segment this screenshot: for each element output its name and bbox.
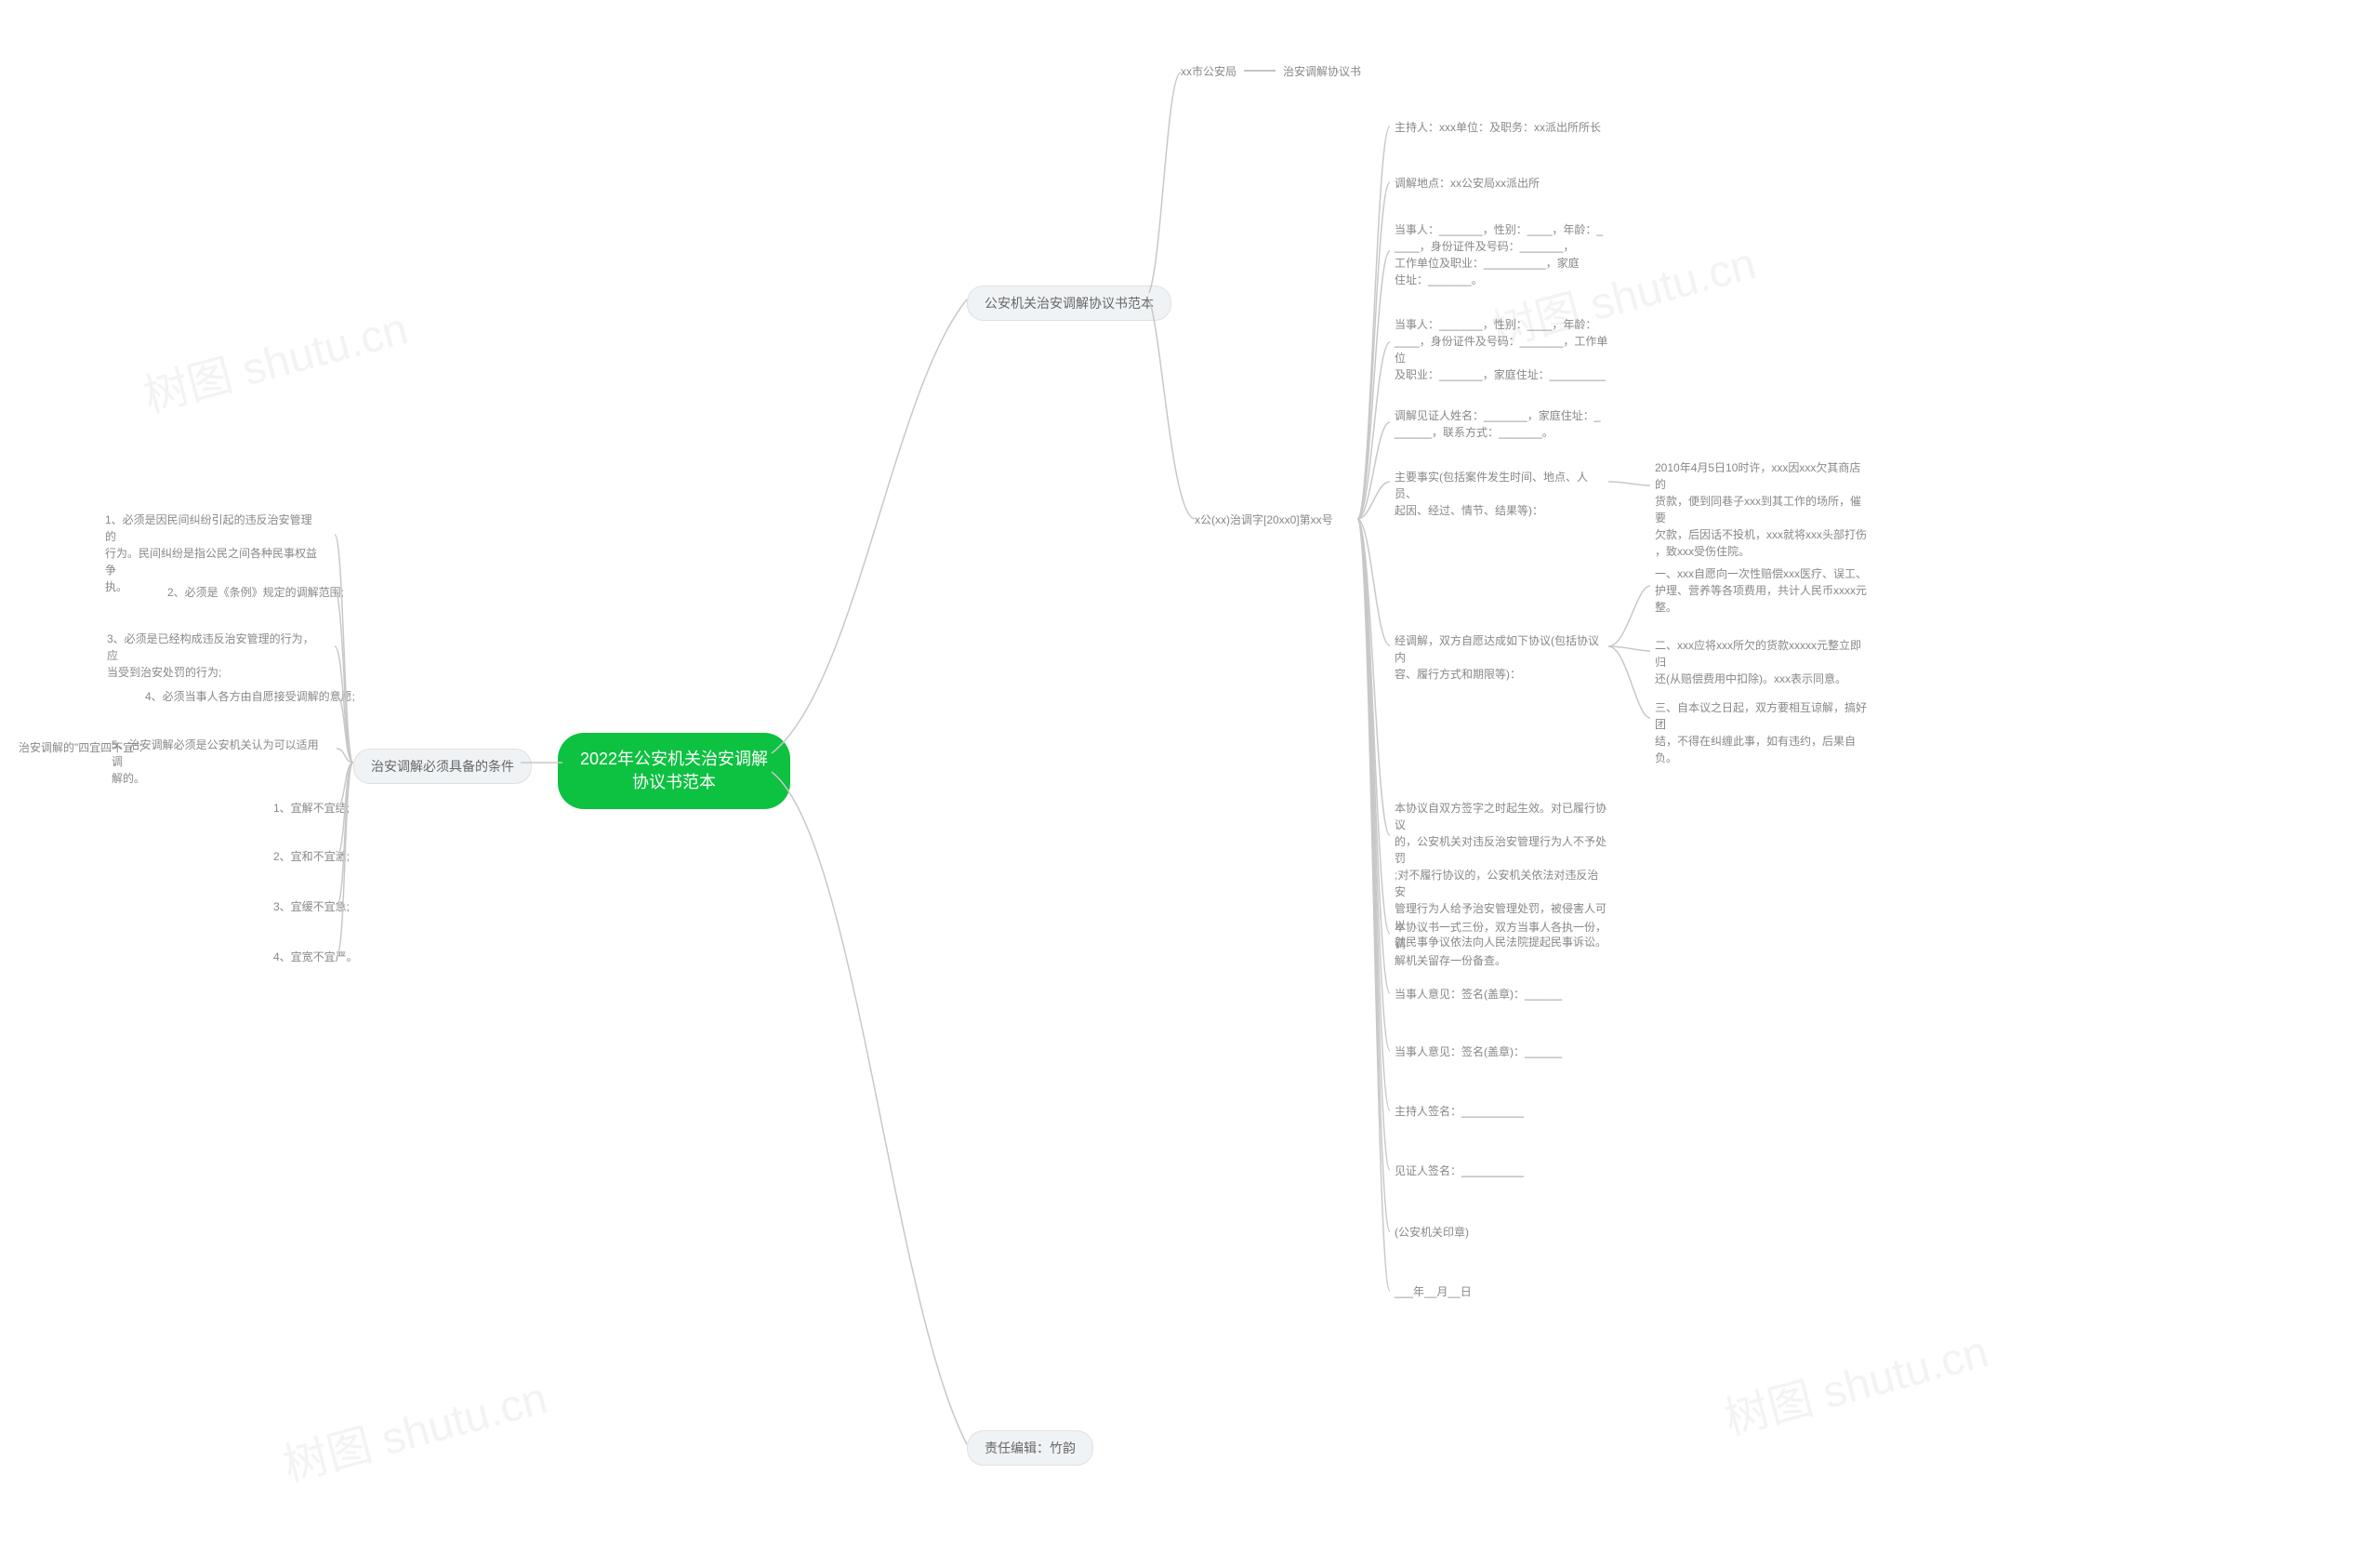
left-leaf: 2、必须是《条例》规定的调解范围; (167, 584, 344, 601)
left-sublabel: 治安调解的"四宜四不宜"： (19, 739, 150, 756)
left-leaf: 1、必须是因民间纠纷引起的违反治安管理的行为。民间纠纷是指公民之间各种民事权益争… (105, 511, 319, 595)
right-item: 主持人签名：__________ (1395, 1103, 1524, 1120)
right-item: 本协议书一式三份，双方当事人各执一份，调解机关留存一份备查。 (1395, 919, 1608, 969)
right-item: 当事人：_______，性别：____，年龄：_____，身份证件及号码：___… (1395, 221, 1603, 288)
right-top-b: 治安调解协议书 (1283, 63, 1361, 80)
watermark: 树图 shutu.cn (275, 1361, 553, 1494)
right-item: 调解见证人姓名：_______，家庭住址：_______，联系方式：______… (1395, 407, 1600, 441)
right-item: 调解地点：xx公安局xx派出所 (1395, 175, 1540, 192)
left-leaf: 1、宜解不宜结; (273, 800, 350, 817)
right-item: 主要事实(包括案件发生时间、地点、人员、起因、经过、情节、结果等)： (1395, 469, 1608, 519)
bottom-branch-label[interactable]: 责任编辑：竹韵 (967, 1430, 1093, 1466)
right-detail-a: 2010年4月5日10时许，xxx因xxx欠其商店的货款，便到同巷子xxx到其工… (1655, 459, 1869, 560)
right-item: 当事人意见：签名(盖章)：______ (1395, 986, 1562, 1003)
left-leaf: 4、宜宽不宜严。 (273, 949, 358, 965)
right-top-a: xx市公安局 (1181, 63, 1236, 80)
right-item: 主持人：xxx单位：及职务：xx派出所所长 (1395, 119, 1601, 136)
left-leaf: 4、必须当事人各方由自愿接受调解的意愿; (145, 688, 355, 705)
right-sub-label: x公(xx)治调字[20xx0]第xx号 (1195, 511, 1333, 528)
right-item: 经调解，双方自愿达成如下协议(包括协议内容、履行方式和期限等)： (1395, 632, 1608, 683)
watermark: 树图 shutu.cn (136, 292, 414, 425)
right-branch-label[interactable]: 公安机关治安调解协议书范本 (967, 286, 1171, 321)
watermark: 树图 shutu.cn (1716, 1315, 1994, 1448)
central-node[interactable]: 2022年公安机关治安调解协议书范本 (558, 733, 790, 809)
right-item: 当事人意见：签名(盖章)：______ (1395, 1043, 1562, 1060)
right-item: 见证人签名：__________ (1395, 1162, 1524, 1179)
left-leaf: 3、必须是已经构成违反治安管理的行为，应当受到治安处罚的行为; (107, 631, 321, 681)
right-detail-b: 三、自本议之日起，双方要相互谅解，搞好团结，不得在纠缠此事，如有违约，后果自负。 (1655, 699, 1869, 766)
right-detail-b: 二、xxx应将xxx所欠的货款xxxxx元整立即归还(从赔偿费用中扣除)。xxx… (1655, 637, 1869, 687)
right-item: (公安机关印章) (1395, 1224, 1469, 1241)
left-branch-label[interactable]: 治安调解必须具备的条件 (353, 749, 532, 784)
left-leaf: 3、宜缓不宜急; (273, 898, 350, 915)
right-item: 当事人：_______，性别：____，年龄：____，身份证件及号码：____… (1395, 316, 1608, 383)
right-item: ___年__月__日 (1395, 1283, 1472, 1300)
left-leaf: 2、宜和不宜激; (273, 848, 350, 865)
right-detail-b: 一、xxx自愿向一次性赔偿xxx医疗、误工、护理、营养等各项费用，共计人民币xx… (1655, 565, 1867, 616)
